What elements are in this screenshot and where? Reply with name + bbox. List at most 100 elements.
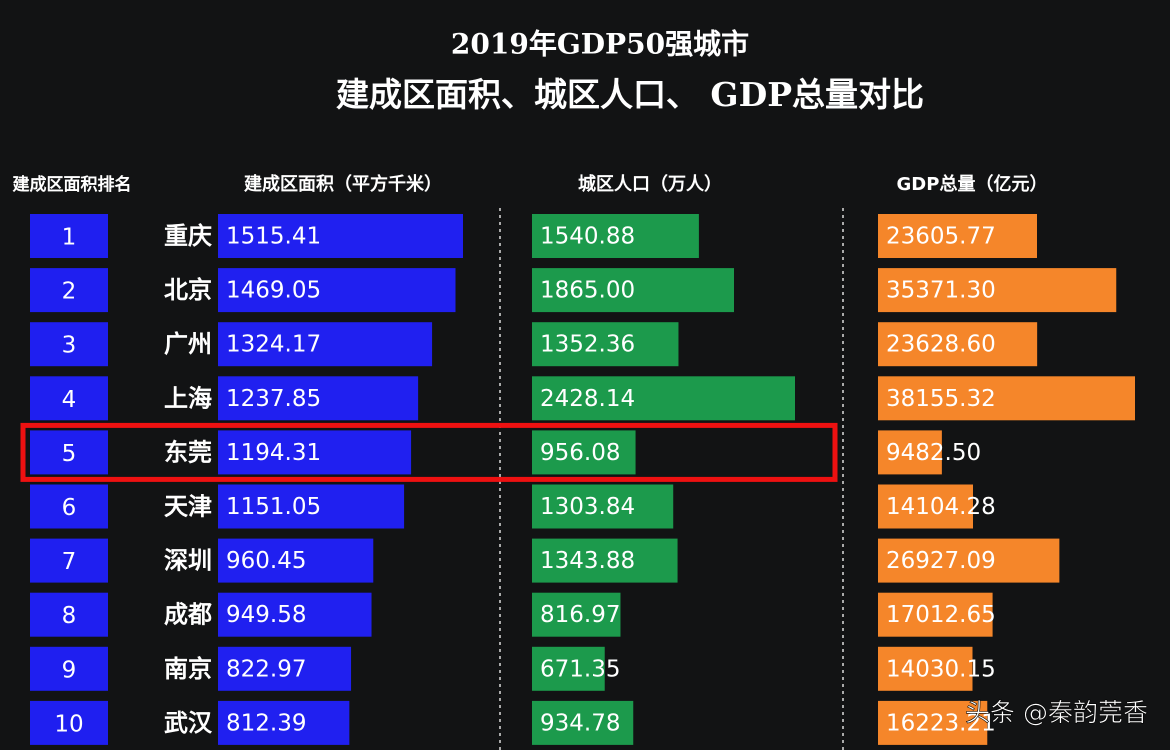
bar (218, 430, 412, 475)
value-label: 23605.77 (886, 224, 996, 250)
value-label: 949.58 (226, 602, 306, 628)
city-name: 北京 (164, 276, 212, 304)
value-label: 35371.30 (886, 278, 996, 304)
bar (218, 268, 456, 313)
bar (218, 646, 352, 691)
rank-box (30, 430, 108, 475)
watermark: 头条 @秦韵莞香 (965, 698, 1148, 727)
bar (878, 430, 942, 475)
chart-subtitle: 建成区面积、城区人口、 GDP总量对比 (336, 75, 924, 114)
city-name: 东莞 (164, 438, 212, 466)
rank-box (30, 268, 108, 313)
chart-title: 2019年GDP50强城市 (451, 28, 749, 61)
value-label: 934.78 (540, 710, 620, 736)
highlight-box (20, 422, 838, 482)
city-name: 南京 (164, 655, 212, 683)
rank-box (30, 214, 108, 258)
rank: 1 (62, 225, 77, 251)
bar (532, 214, 699, 258)
value-label: 1151.05 (226, 494, 321, 520)
rank-box (30, 646, 108, 691)
rank: 3 (62, 333, 77, 359)
value-label: 1469.05 (226, 278, 321, 304)
bar (532, 700, 634, 745)
value-label: 822.97 (226, 656, 306, 682)
value-label: 1865.00 (540, 278, 635, 304)
bar (218, 214, 463, 258)
city-name: 深圳 (164, 547, 212, 575)
column-header: GDP总量（亿元） (897, 173, 1048, 195)
rank: 2 (62, 279, 77, 305)
value-label: 14104.28 (886, 494, 996, 520)
bar (878, 322, 1038, 367)
bar (218, 322, 433, 367)
value-label: 9482.50 (886, 440, 981, 466)
value-label: 1303.84 (540, 494, 635, 520)
value-label: 816.97 (540, 602, 620, 628)
rank-box (30, 592, 108, 637)
bar (878, 376, 1135, 421)
rank-box (30, 484, 108, 529)
rank: 10 (54, 711, 83, 737)
value-label: 1324.17 (226, 332, 321, 358)
rank: 9 (62, 657, 77, 683)
bar (532, 430, 636, 475)
city-name: 广州 (164, 330, 212, 358)
bar (532, 376, 795, 421)
value-label: 960.45 (226, 548, 306, 574)
bar (878, 484, 974, 529)
bar (532, 646, 605, 691)
bar (878, 538, 1060, 583)
bar (532, 268, 735, 313)
rank: 8 (62, 603, 77, 629)
bar (218, 538, 374, 583)
bar (218, 484, 405, 529)
value-label: 2428.14 (540, 386, 635, 412)
value-label: 671.35 (540, 656, 620, 682)
city-name: 天津 (164, 493, 212, 521)
city-name: 上海 (164, 384, 212, 412)
value-label: 14030.15 (886, 656, 996, 682)
value-label: 1194.31 (226, 440, 321, 466)
rank-box (30, 322, 108, 367)
value-label: 1352.36 (540, 332, 635, 358)
bar (878, 646, 973, 691)
value-label: 17012.65 (886, 602, 996, 628)
rank: 6 (62, 495, 77, 521)
column-header: 建成区面积（平方千米） (244, 173, 442, 195)
value-label: 1540.88 (540, 224, 635, 250)
bar (878, 592, 993, 637)
bar (532, 592, 621, 637)
value-label: 23628.60 (886, 332, 996, 358)
bar (878, 268, 1117, 313)
rank-header: 建成区面积排名 (13, 174, 132, 195)
city-name: 重庆 (164, 222, 212, 250)
value-label: 38155.32 (886, 386, 996, 412)
rank-box (30, 700, 108, 745)
bar (878, 700, 988, 745)
bar (532, 322, 679, 367)
value-label: 26927.09 (886, 548, 996, 574)
bar (532, 538, 678, 583)
rank: 7 (62, 549, 77, 575)
rank: 4 (62, 387, 77, 413)
bar (878, 214, 1037, 258)
bar (218, 700, 350, 745)
city-name: 成都 (164, 601, 212, 629)
column-header: 城区人口（万人） (578, 173, 722, 195)
rank-box (30, 538, 108, 583)
value-label: 812.39 (226, 710, 306, 736)
bar (218, 376, 419, 421)
bar (532, 484, 674, 529)
value-label: 16223.21 (886, 710, 996, 736)
rank-box (30, 376, 108, 421)
value-label: 1343.88 (540, 548, 635, 574)
value-label: 1515.41 (226, 224, 321, 250)
value-label: 1237.85 (226, 386, 321, 412)
rank: 5 (62, 441, 77, 467)
city-name: 武汉 (164, 709, 213, 737)
bar (218, 592, 372, 637)
value-label: 956.08 (540, 440, 620, 466)
